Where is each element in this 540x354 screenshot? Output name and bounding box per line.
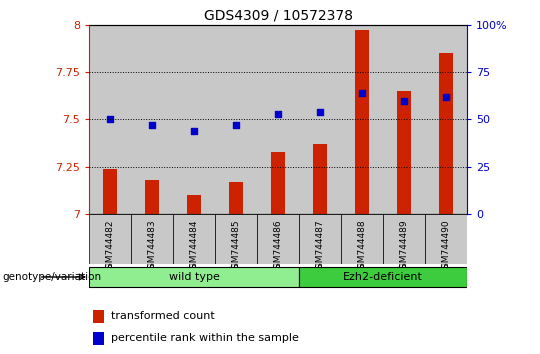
Bar <box>299 25 341 214</box>
Point <box>316 109 325 115</box>
Bar <box>229 182 244 214</box>
Text: genotype/variation: genotype/variation <box>3 272 102 282</box>
Point <box>442 94 450 99</box>
FancyBboxPatch shape <box>383 214 425 264</box>
Text: GSM744485: GSM744485 <box>232 219 241 274</box>
Point <box>358 90 367 96</box>
Text: wild type: wild type <box>168 272 220 282</box>
Bar <box>355 30 369 214</box>
Text: GSM744483: GSM744483 <box>147 219 157 274</box>
Point <box>106 116 114 122</box>
Bar <box>271 152 286 214</box>
Text: GSM744486: GSM744486 <box>274 219 282 274</box>
FancyBboxPatch shape <box>89 214 131 264</box>
Bar <box>257 25 299 214</box>
Text: GSM744489: GSM744489 <box>400 219 409 274</box>
FancyBboxPatch shape <box>131 214 173 264</box>
Bar <box>145 180 159 214</box>
Title: GDS4309 / 10572378: GDS4309 / 10572378 <box>204 8 353 22</box>
FancyBboxPatch shape <box>341 214 383 264</box>
Bar <box>215 25 257 214</box>
Text: percentile rank within the sample: percentile rank within the sample <box>111 333 299 343</box>
Bar <box>341 25 383 214</box>
Point <box>148 122 157 128</box>
Text: GSM744488: GSM744488 <box>357 219 367 274</box>
Bar <box>173 25 215 214</box>
Text: GSM744484: GSM744484 <box>190 219 199 274</box>
Bar <box>425 25 467 214</box>
Point <box>274 111 282 116</box>
Bar <box>439 53 454 214</box>
FancyBboxPatch shape <box>425 214 467 264</box>
Point <box>232 122 240 128</box>
Text: GSM744487: GSM744487 <box>315 219 325 274</box>
Bar <box>313 144 327 214</box>
Text: GSM744482: GSM744482 <box>106 219 114 274</box>
Bar <box>397 91 411 214</box>
Bar <box>131 25 173 214</box>
Text: transformed count: transformed count <box>111 311 214 321</box>
FancyBboxPatch shape <box>257 214 299 264</box>
Bar <box>103 169 118 214</box>
Bar <box>93 310 104 323</box>
FancyBboxPatch shape <box>215 214 257 264</box>
FancyBboxPatch shape <box>299 267 467 287</box>
Bar <box>89 25 131 214</box>
Text: GSM744490: GSM744490 <box>442 219 450 274</box>
Bar <box>187 195 201 214</box>
FancyBboxPatch shape <box>299 214 341 264</box>
FancyBboxPatch shape <box>89 267 299 287</box>
Point <box>190 128 198 134</box>
Point <box>400 98 408 103</box>
Bar <box>93 332 104 345</box>
Bar <box>383 25 425 214</box>
FancyBboxPatch shape <box>173 214 215 264</box>
Text: Ezh2-deficient: Ezh2-deficient <box>343 272 423 282</box>
